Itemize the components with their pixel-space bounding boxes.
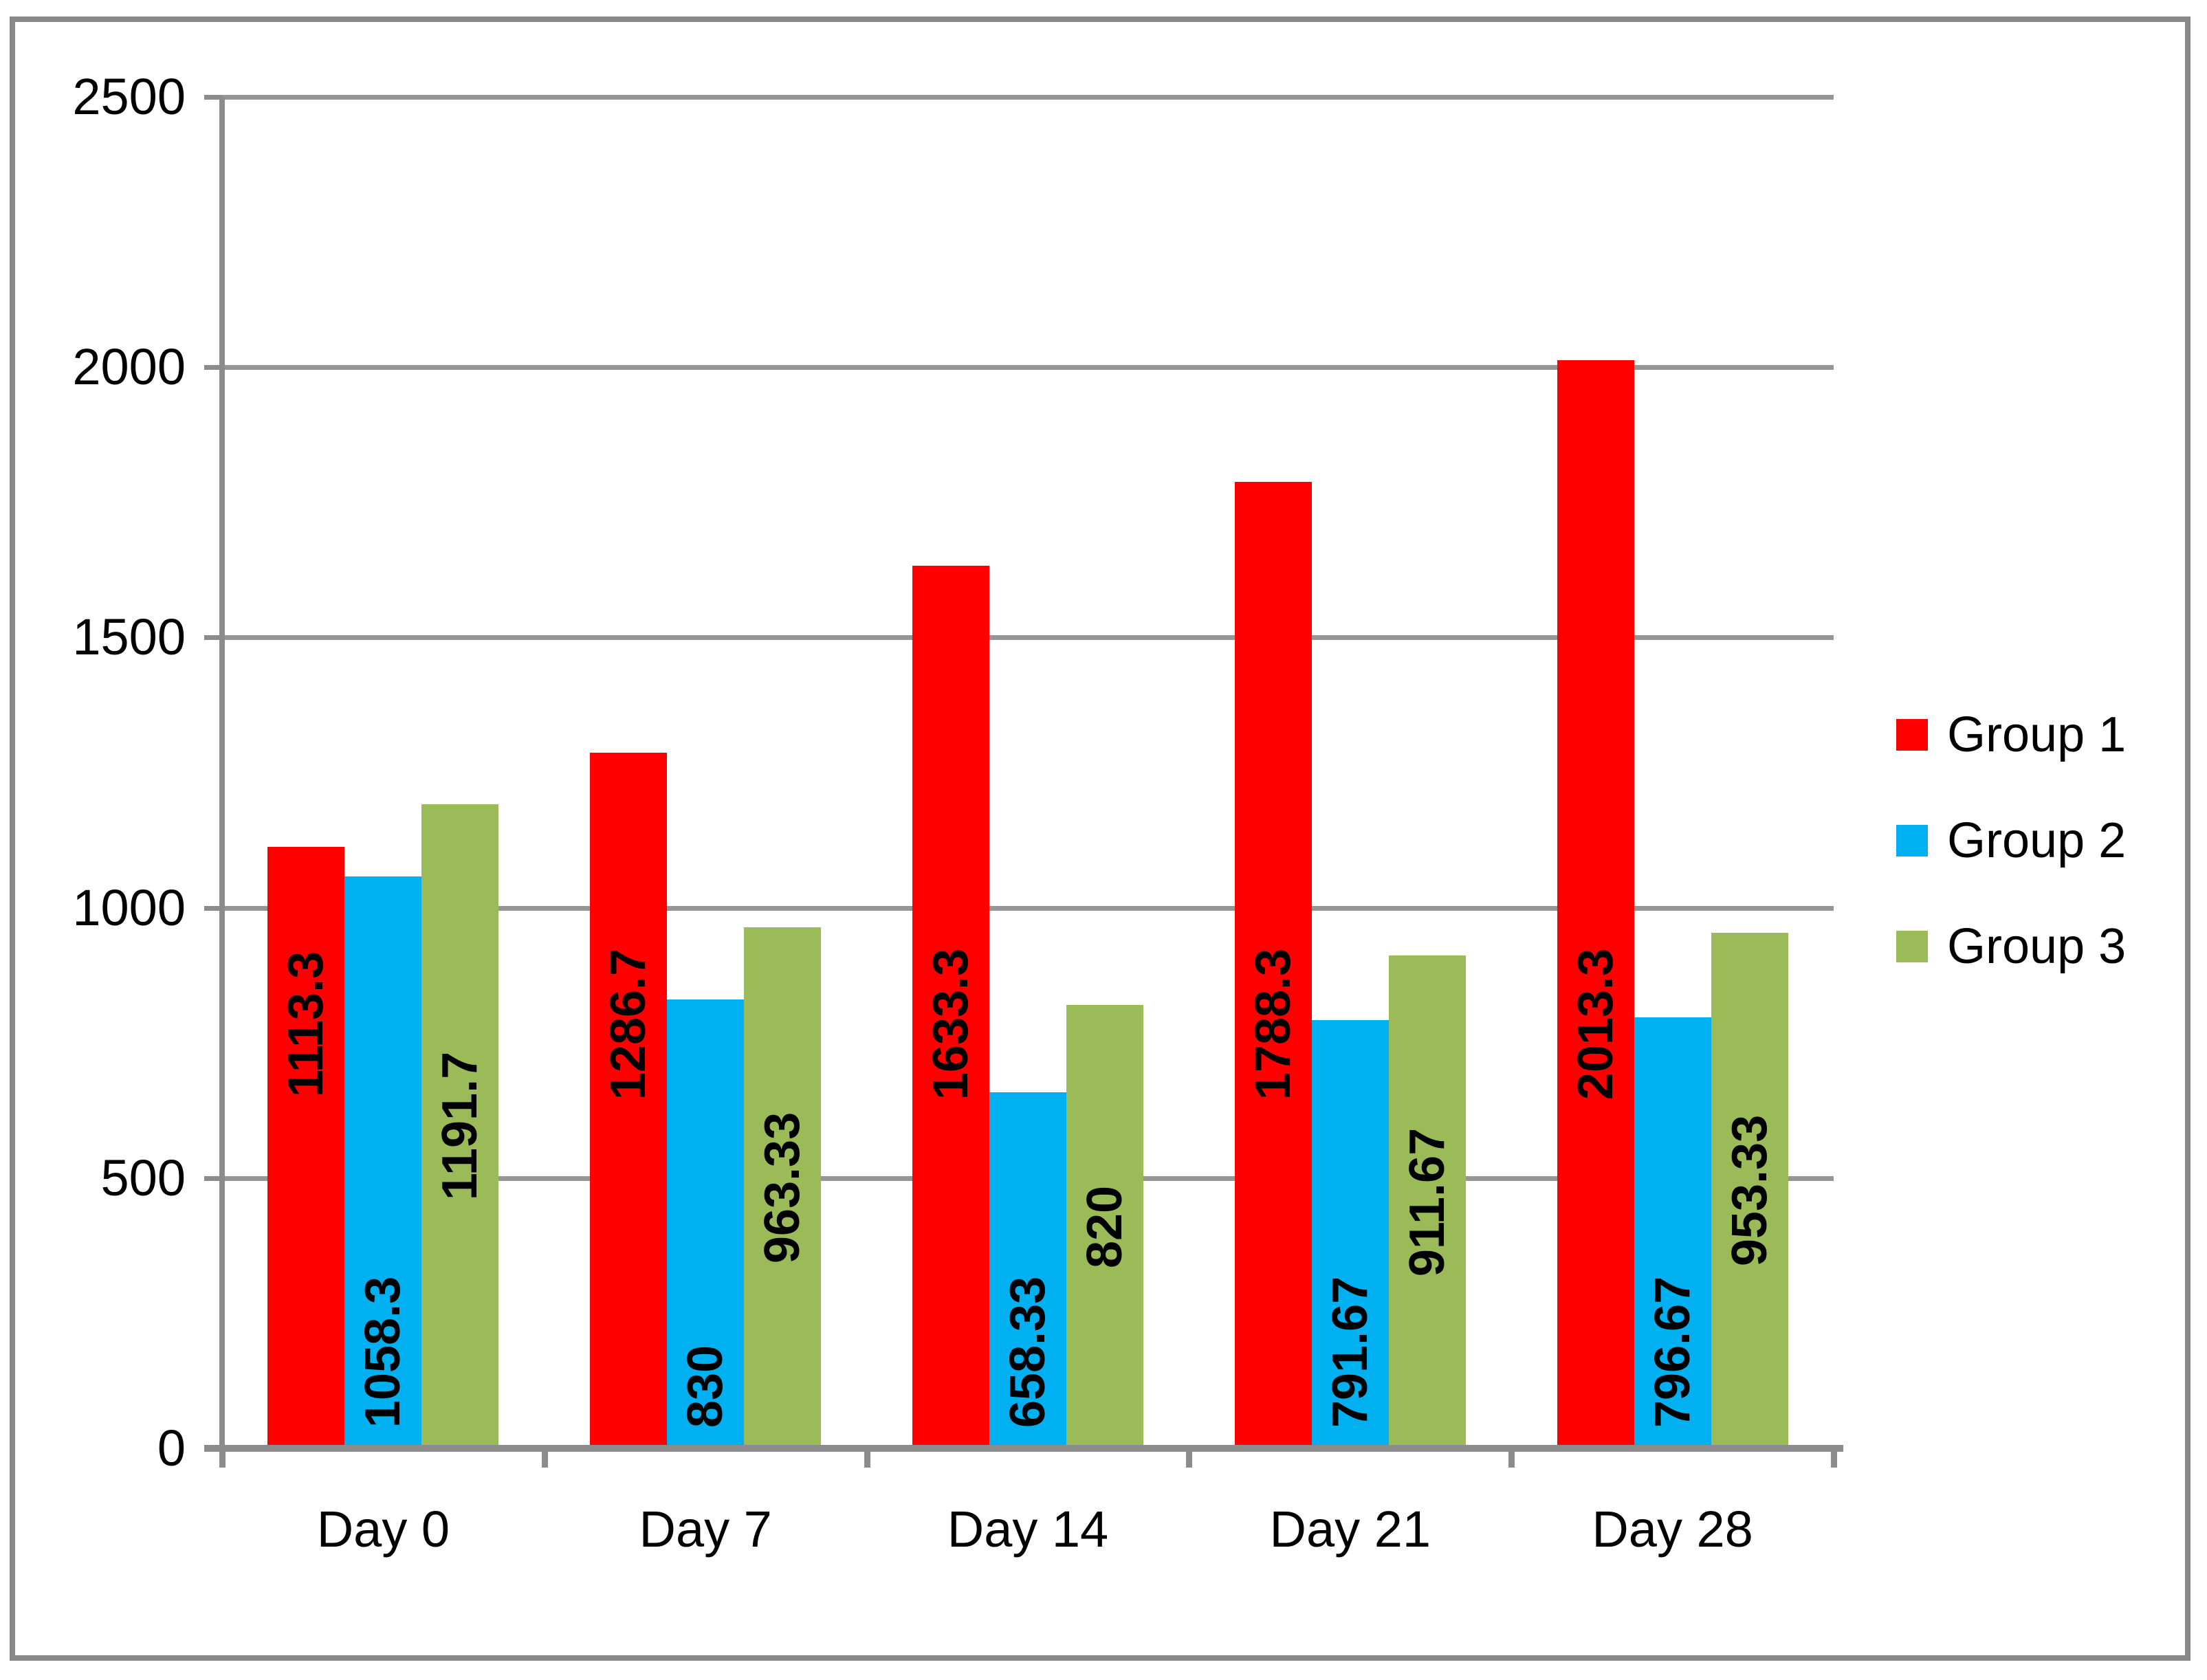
bar-data-label: 820	[1077, 1185, 1132, 1268]
bar-data-label: 1286.7	[601, 948, 657, 1100]
bar-data-label: 1058.3	[355, 1276, 411, 1428]
bar-data-label: 1788.3	[1245, 948, 1301, 1100]
legend-item-group-2: Group 2	[1896, 813, 2126, 869]
y-axis-tick	[204, 365, 222, 371]
bar-data-label: 791.67	[1322, 1276, 1378, 1428]
x-category-label: Day 7	[639, 1501, 772, 1558]
gridline-1000	[222, 905, 1834, 911]
x-axis-line	[204, 1445, 1843, 1452]
y-axis-tick-label: 2500	[72, 68, 186, 125]
y-axis-tick	[204, 1175, 222, 1181]
bar-data-label: 1113.3	[278, 951, 334, 1097]
bar-data-label: 2013.3	[1568, 948, 1623, 1100]
legend-swatch-icon	[1896, 825, 1928, 856]
x-axis-tick	[1831, 1448, 1837, 1468]
bar-group1-day14	[912, 565, 989, 1448]
gridline-2000	[222, 365, 1834, 371]
bar-group2-day21	[1311, 1020, 1389, 1448]
bar-data-label: 796.67	[1645, 1276, 1700, 1428]
y-axis-tick-label: 0	[157, 1419, 186, 1477]
bar-data-label: 963.33	[755, 1112, 811, 1264]
y-axis-line	[219, 97, 225, 1448]
bar-group3-day7	[744, 927, 822, 1448]
y-axis-tick-label: 1000	[72, 878, 186, 936]
y-axis-tick-label: 500	[100, 1149, 186, 1206]
legend-item-group-1: Group 1	[1896, 707, 2126, 763]
y-axis-tick	[204, 635, 222, 641]
bar-group2-day28	[1634, 1017, 1711, 1448]
x-axis-tick	[1186, 1448, 1193, 1468]
bar-data-label: 658.33	[1000, 1276, 1055, 1428]
bar-group1-day21	[1234, 481, 1312, 1448]
y-axis-tick	[204, 905, 222, 911]
gridline-1500	[222, 635, 1834, 641]
bar-data-label: 953.33	[1722, 1115, 1777, 1267]
legend-label: Group 1	[1947, 707, 2127, 762]
bar-group2-day14	[989, 1092, 1066, 1448]
y-axis-tick-label: 2000	[72, 338, 186, 396]
legend-swatch-icon	[1896, 931, 1928, 962]
x-axis-tick	[219, 1448, 226, 1468]
gridline-2500	[222, 95, 1834, 100]
bar-data-label: 911.67	[1399, 1127, 1455, 1276]
bar-group1-day0	[267, 846, 345, 1448]
x-axis-tick	[541, 1448, 548, 1468]
bar-data-label: 830	[678, 1345, 734, 1428]
bar-group2-day0	[344, 876, 422, 1448]
y-axis-tick	[204, 95, 222, 100]
x-category-label: Day 14	[947, 1501, 1109, 1558]
y-axis-tick-label: 1500	[72, 608, 186, 666]
legend: Group 1 Group 2 Group 3	[1896, 707, 2126, 975]
bar-group2-day7	[667, 999, 745, 1448]
bar-data-label: 1191.7	[432, 1052, 488, 1201]
legend-label: Group 2	[1947, 813, 2127, 868]
bar-group1-day7	[590, 753, 668, 1448]
x-axis-tick	[864, 1448, 870, 1468]
bar-group3-day28	[1711, 933, 1788, 1448]
bar-data-label: 1633.3	[923, 948, 978, 1100]
bar-group3-day0	[421, 804, 499, 1448]
legend-swatch-icon	[1896, 719, 1928, 751]
x-category-label: Day 0	[316, 1501, 450, 1558]
bar-group3-day21	[1388, 955, 1466, 1448]
legend-item-group-3: Group 3	[1896, 918, 2126, 975]
x-category-label: Day 21	[1269, 1501, 1431, 1558]
bar-group3-day14	[1066, 1005, 1143, 1448]
bar-group1-day28	[1557, 360, 1634, 1448]
x-axis-tick	[1508, 1448, 1515, 1468]
x-category-label: Day 28	[1592, 1501, 1753, 1558]
legend-label: Group 3	[1947, 919, 2127, 974]
